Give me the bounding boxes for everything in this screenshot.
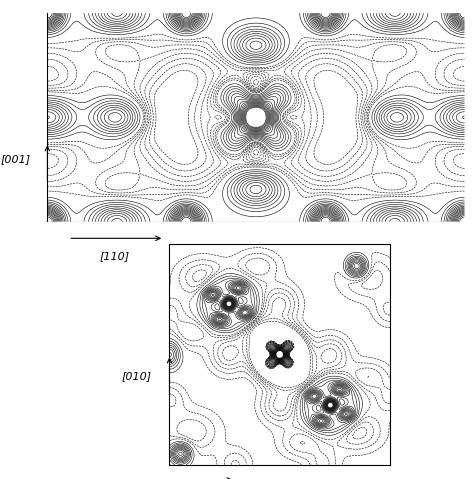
Text: [110]: [110] — [99, 251, 129, 261]
Text: [010]: [010] — [122, 372, 152, 381]
Text: [001]: [001] — [0, 154, 31, 164]
